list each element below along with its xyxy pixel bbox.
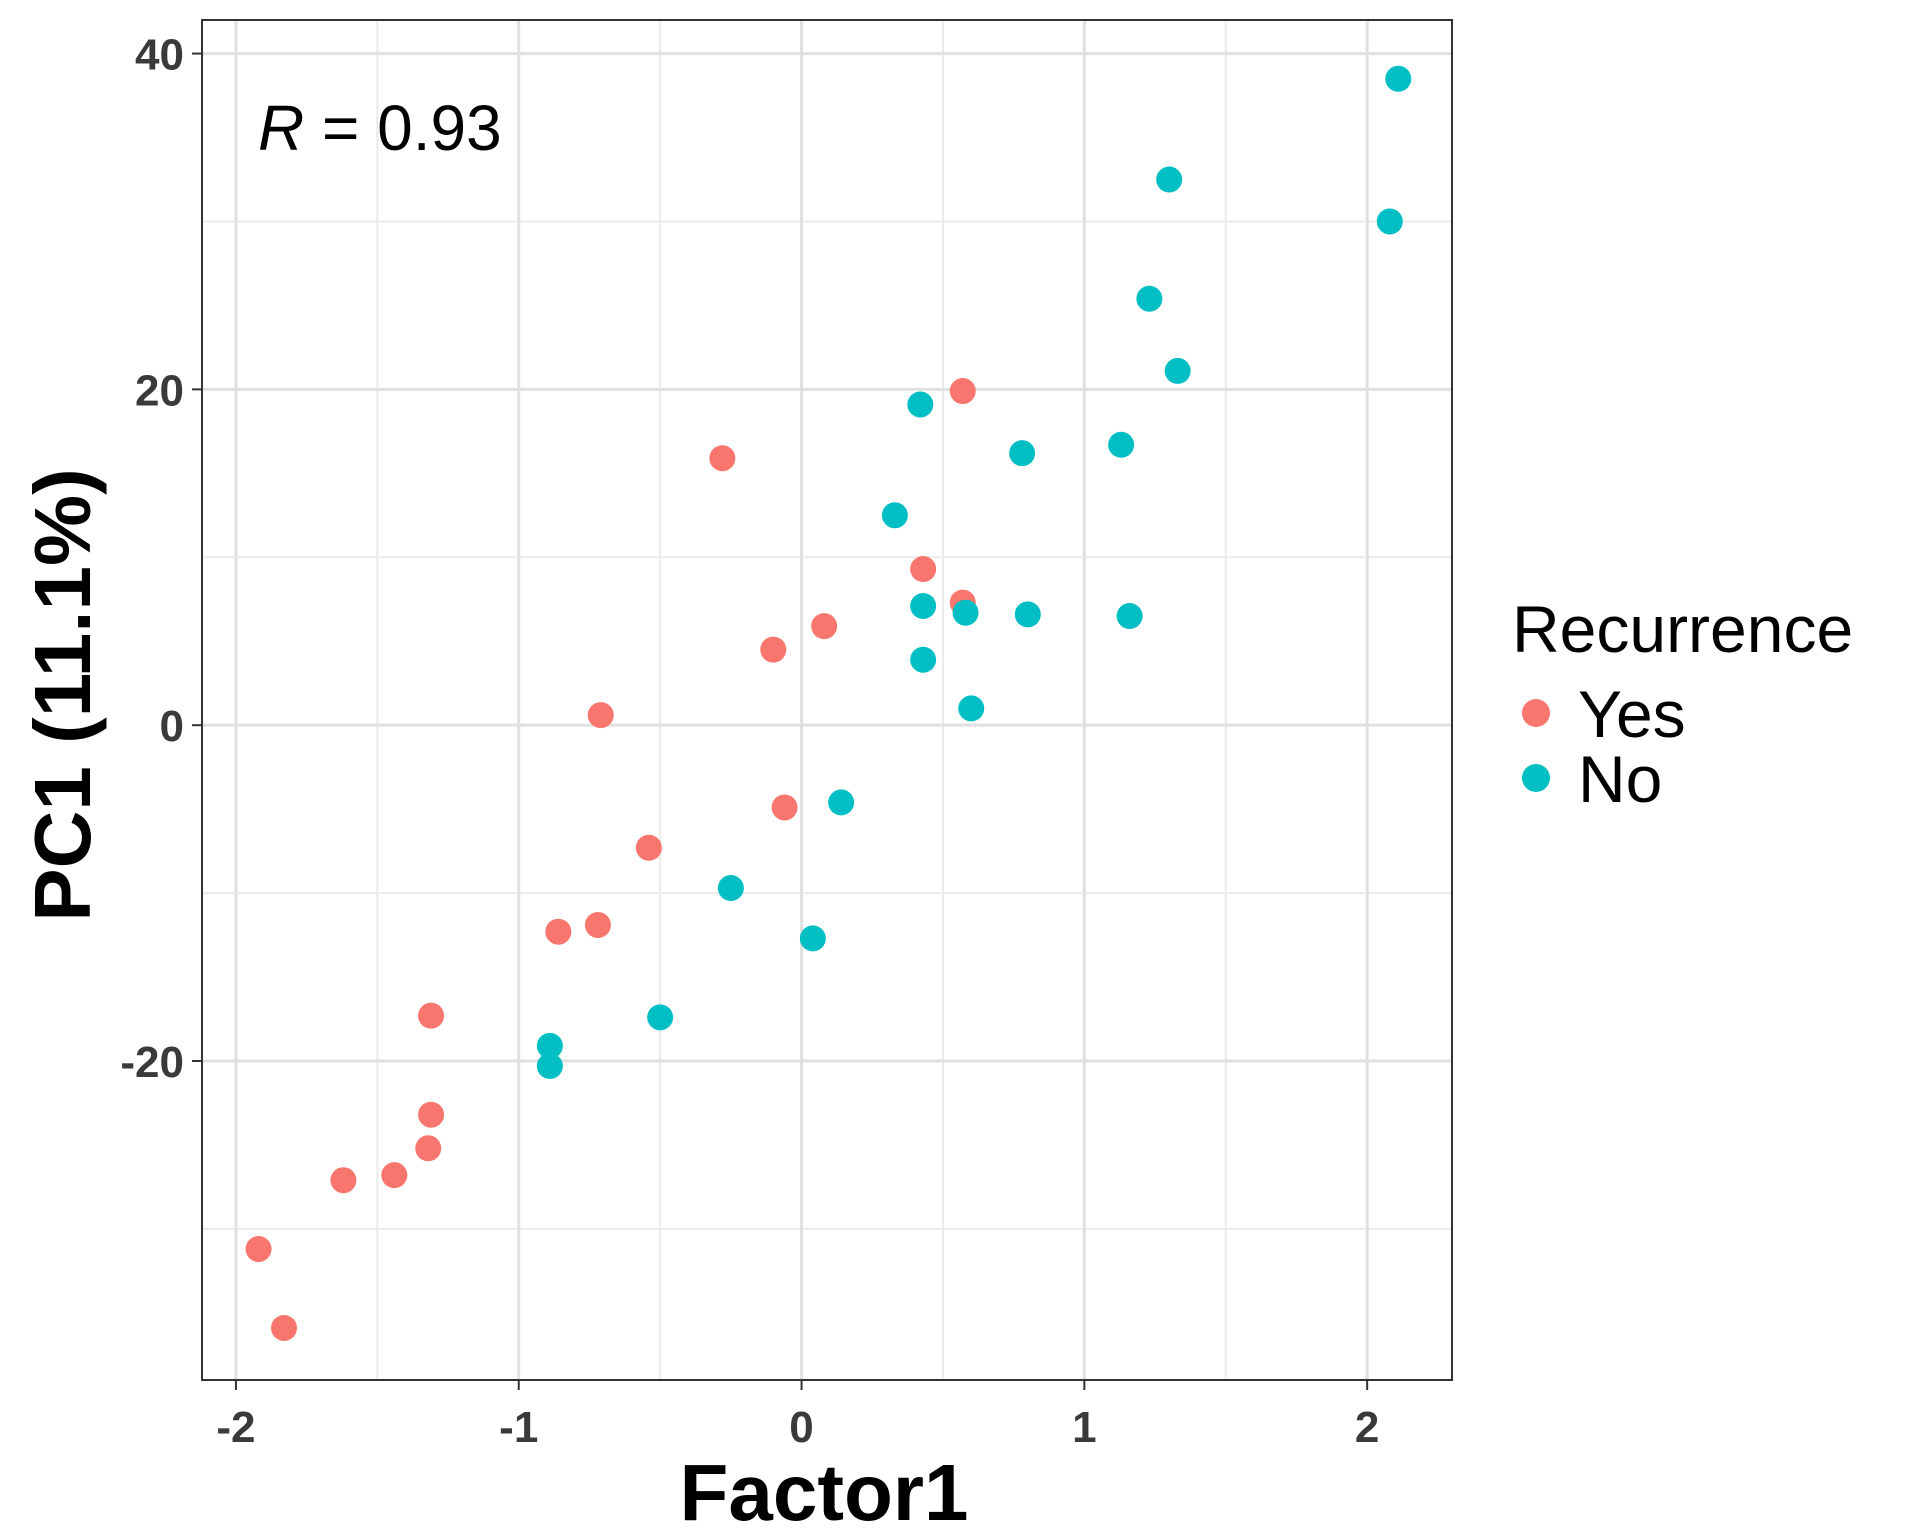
- point-no: [536, 1053, 563, 1080]
- point-no: [881, 502, 908, 529]
- legend: Recurrence Yes No: [1512, 592, 1853, 816]
- point-yes: [271, 1314, 298, 1341]
- point-no: [1136, 285, 1163, 312]
- point-yes: [418, 1002, 445, 1029]
- point-no: [1009, 440, 1036, 467]
- annotation-value: = 0.93: [304, 92, 502, 164]
- y-tick-label: 0: [160, 702, 184, 751]
- point-yes: [545, 918, 572, 945]
- point-yes: [811, 613, 838, 640]
- point-no: [799, 925, 826, 952]
- point-no: [1385, 65, 1412, 92]
- annotation-italic: R: [258, 92, 304, 164]
- legend-label-no: No: [1578, 742, 1662, 816]
- point-no: [910, 646, 937, 673]
- point-no: [910, 592, 937, 619]
- grid-lines: [202, 20, 1452, 1380]
- legend-swatch-yes: [1522, 699, 1550, 727]
- x-tick-label: -1: [499, 1403, 538, 1452]
- point-no: [828, 789, 855, 816]
- point-yes: [245, 1236, 272, 1263]
- point-no: [1108, 431, 1135, 458]
- point-yes: [584, 911, 611, 938]
- legend-label-yes: Yes: [1578, 677, 1686, 751]
- point-no: [952, 599, 979, 626]
- legend-title: Recurrence: [1512, 592, 1853, 666]
- point-yes: [760, 636, 787, 663]
- plot-panel-border: [201, 19, 1453, 1381]
- axis-ticks: -2 -1 0 1 2 -20 0 20 40: [120, 31, 1379, 1452]
- point-no: [647, 1004, 674, 1031]
- x-tick-label: 0: [789, 1403, 813, 1452]
- x-tick-label: 2: [1355, 1403, 1379, 1452]
- point-no: [1116, 603, 1143, 630]
- correlation-annotation: R = 0.93: [258, 92, 502, 164]
- point-no: [1164, 357, 1191, 384]
- y-tick-label: -20: [120, 1038, 184, 1087]
- point-yes: [910, 556, 937, 583]
- point-yes: [330, 1167, 357, 1194]
- point-no: [1156, 166, 1183, 193]
- point-no: [1376, 208, 1403, 235]
- point-no: [907, 391, 934, 418]
- point-no: [717, 875, 744, 902]
- point-yes: [635, 834, 662, 861]
- y-axis-title: PC1 (11.1%): [18, 468, 107, 922]
- y-tick-label: 40: [135, 31, 184, 80]
- point-yes: [415, 1135, 442, 1162]
- point-yes: [381, 1162, 408, 1189]
- y-tick-label: 20: [135, 366, 184, 415]
- point-no: [536, 1032, 563, 1059]
- point-no: [958, 695, 985, 722]
- legend-swatch-no: [1522, 764, 1550, 792]
- data-points: [245, 65, 1412, 1341]
- point-yes: [771, 794, 798, 821]
- x-axis-title: Factor1: [680, 1448, 969, 1536]
- point-yes: [418, 1101, 445, 1128]
- point-yes: [587, 702, 614, 729]
- point-yes: [709, 445, 736, 472]
- x-tick-label: 1: [1072, 1403, 1096, 1452]
- point-no: [1014, 601, 1041, 628]
- point-yes: [949, 378, 976, 405]
- x-tick-label: -2: [216, 1403, 255, 1452]
